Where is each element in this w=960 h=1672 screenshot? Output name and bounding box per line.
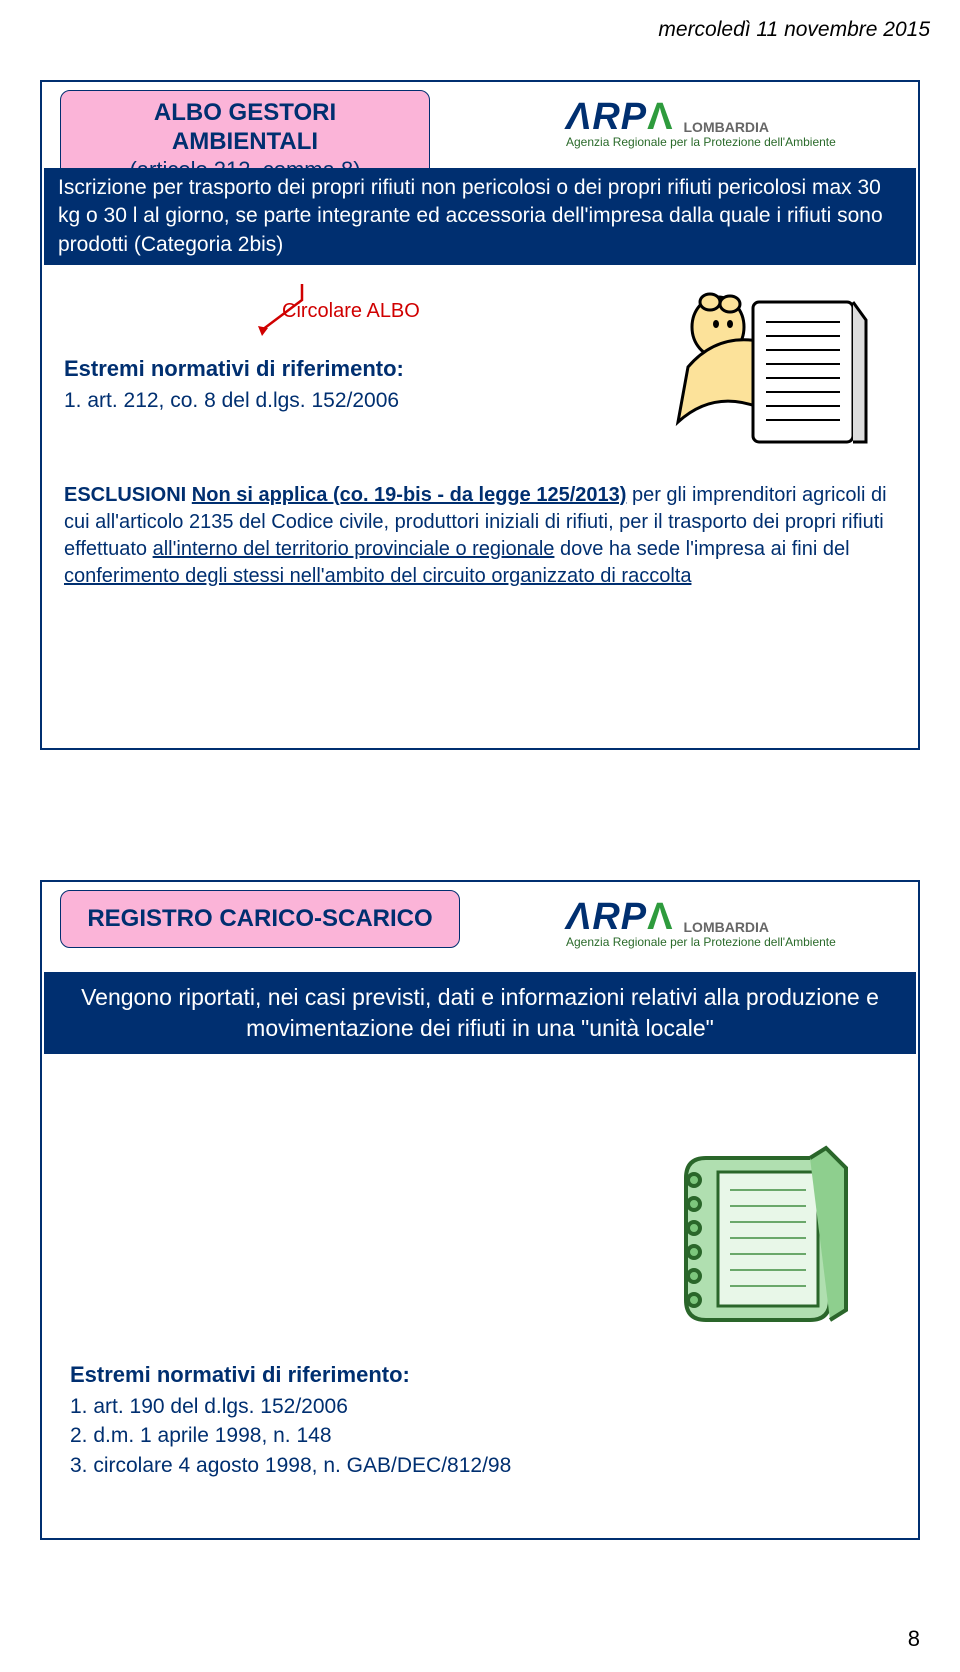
esclusioni-u3: conferimento degli stessi nell'ambito de…: [64, 565, 691, 587]
esclusioni-u1: Non si applica (co. 19-bis - da legge 12…: [192, 484, 627, 506]
esclusioni-u2: all'interno del territorio provinciale o…: [153, 538, 555, 560]
esclusioni-t2: dove ha sede l'impresa ai fini del: [554, 538, 849, 560]
slide2-estremi-list: 1. art. 190 del d.lgs. 152/2006 2. d.m. …: [70, 1392, 511, 1480]
arpa-logo: ΛRPΛ LOMBARDIA Agenzia Regionale per la …: [566, 96, 896, 149]
slide2-estremi: Estremi normativi di riferimento: 1. art…: [70, 1362, 511, 1480]
arpa-logo-text-2: ΛRPΛ: [566, 896, 674, 939]
slide-albo-gestori: ALBO GESTORI AMBIENTALI (articolo 212, c…: [40, 80, 920, 750]
arpa-logo-text: ΛRPΛ: [566, 96, 674, 139]
header-date: mercoledì 11 novembre 2015: [658, 18, 930, 42]
paper-reading-icon: [658, 272, 868, 462]
slide2-estremi-2: 2. d.m. 1 aprile 1998, n. 148: [70, 1421, 511, 1450]
arpa-logo-tagline: Agenzia Regionale per la Protezione dell…: [566, 135, 896, 149]
arpa-logo-tagline-2: Agenzia Regionale per la Protezione dell…: [566, 935, 896, 949]
slide1-estremi: Estremi normativi di riferimento: 1. art…: [64, 356, 404, 415]
slide-registro: REGISTRO CARICO-SCARICO ΛRPΛ LOMBARDIA A…: [40, 880, 920, 1540]
esclusioni-bold: ESCLUSIONI: [64, 484, 192, 506]
slide2-intro-bar: Vengono riportati, nei casi previsti, da…: [44, 972, 916, 1054]
slide1-title-line1: ALBO GESTORI AMBIENTALI: [83, 99, 407, 157]
slide1-estremi-item: 1. art. 212, co. 8 del d.lgs. 152/2006: [64, 386, 404, 415]
arpa-logo-2: ΛRPΛ LOMBARDIA Agenzia Regionale per la …: [566, 896, 896, 949]
page-number: 8: [908, 1626, 920, 1652]
notebook-icon: [658, 1132, 858, 1332]
arpa-logo-main: ΛRPΛ LOMBARDIA: [566, 96, 896, 139]
slide1-estremi-label: Estremi normativi di riferimento:: [64, 356, 404, 381]
slide2-estremi-3: 3. circolare 4 agosto 1998, n. GAB/DEC/8…: [70, 1451, 511, 1480]
circolare-label: Circolare ALBO: [282, 300, 420, 323]
slide2-estremi-1: 1. art. 190 del d.lgs. 152/2006: [70, 1392, 511, 1421]
arpa-logo-main-2: ΛRPΛ LOMBARDIA: [566, 896, 896, 939]
arpa-logo-region: LOMBARDIA: [684, 119, 770, 135]
slide1-esclusioni: ESCLUSIONI Non si applica (co. 19-bis - …: [64, 482, 896, 590]
slide1-intro-bar: Iscrizione per trasporto dei propri rifi…: [44, 168, 916, 265]
slide2-estremi-label: Estremi normativi di riferimento:: [70, 1362, 410, 1387]
arpa-logo-region-2: LOMBARDIA: [684, 919, 770, 935]
slide2-title-box: REGISTRO CARICO-SCARICO: [60, 890, 460, 948]
slide2-title: REGISTRO CARICO-SCARICO: [87, 905, 432, 932]
